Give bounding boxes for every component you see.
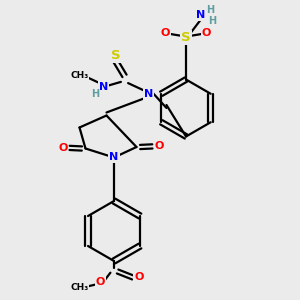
Text: O: O	[202, 28, 211, 38]
Text: N: N	[196, 10, 206, 20]
Text: H: H	[91, 88, 100, 99]
Text: O: O	[96, 277, 105, 287]
Text: O: O	[154, 141, 164, 152]
Text: S: S	[111, 49, 120, 62]
Text: O: O	[161, 28, 170, 38]
Text: CH₃: CH₃	[70, 70, 88, 80]
Text: O: O	[134, 272, 144, 283]
Text: CH₃: CH₃	[70, 284, 88, 292]
Text: O: O	[58, 143, 68, 153]
Text: H: H	[208, 16, 217, 26]
Text: N: N	[110, 152, 118, 163]
Text: N: N	[144, 89, 153, 100]
Text: H: H	[206, 5, 215, 15]
Text: N: N	[99, 82, 108, 92]
Text: S: S	[181, 31, 191, 44]
